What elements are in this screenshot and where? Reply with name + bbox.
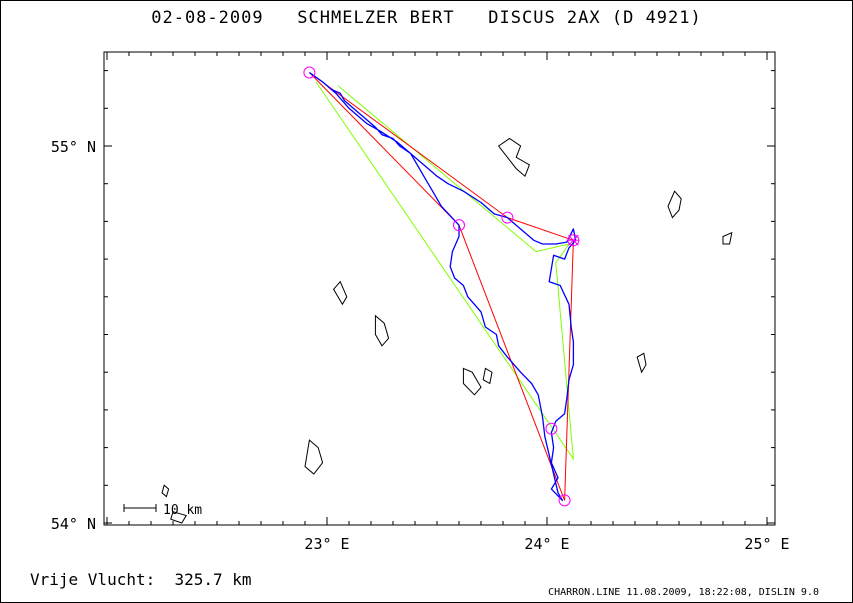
- lake-outline: [667, 190, 682, 219]
- turnpoint-markers: [303, 66, 580, 507]
- lake-outline: [374, 314, 390, 347]
- y-tick-label: 54° N: [51, 515, 96, 533]
- turnpoint-circle: [453, 219, 465, 232]
- scale-bar-label: 10 km: [163, 503, 202, 518]
- x-tick-label: 25° E: [744, 535, 789, 553]
- chart-title: 02-08-2009 SCHMELZER BERT DISCUS 2AX (D …: [151, 8, 702, 28]
- lakes: [161, 137, 733, 524]
- lake-outline: [636, 352, 647, 374]
- lake-outline: [722, 231, 733, 245]
- x-tick-label: 24° E: [524, 535, 569, 553]
- turnpoint-circle: [501, 211, 514, 224]
- lake-outline: [332, 280, 348, 306]
- flight-track-line: [309, 71, 577, 502]
- task-route-line: [309, 72, 574, 501]
- routes: [309, 72, 575, 501]
- distance-label: Vrije Vlucht: 325.7 km: [30, 570, 252, 589]
- y-tick-label: 55° N: [51, 138, 96, 156]
- x-tick-label: 23° E: [304, 535, 349, 553]
- lake-outline: [161, 484, 170, 498]
- lake-outline: [462, 367, 482, 396]
- flight-track-group: [309, 71, 577, 502]
- lake-outline: [497, 137, 531, 178]
- axis-ticks: [104, 52, 775, 525]
- axis-tick-labels: 23° E 24° E 25° E 54° N 55° N: [51, 138, 790, 553]
- alternate-route-line: [315, 81, 575, 461]
- turnpoint-circle: [303, 66, 316, 79]
- turnpoint-circle: [558, 494, 571, 507]
- plot-area: [103, 51, 776, 526]
- lake-outline: [482, 367, 493, 385]
- footer-credits: CHARRON.LINE 11.08.2009, 18:22:08, DISLI…: [548, 587, 819, 598]
- lake-outline: [304, 439, 324, 475]
- lake-outline: [170, 511, 187, 524]
- scale-bar: 10 km: [123, 503, 202, 518]
- turnpoint-circle: [545, 422, 558, 435]
